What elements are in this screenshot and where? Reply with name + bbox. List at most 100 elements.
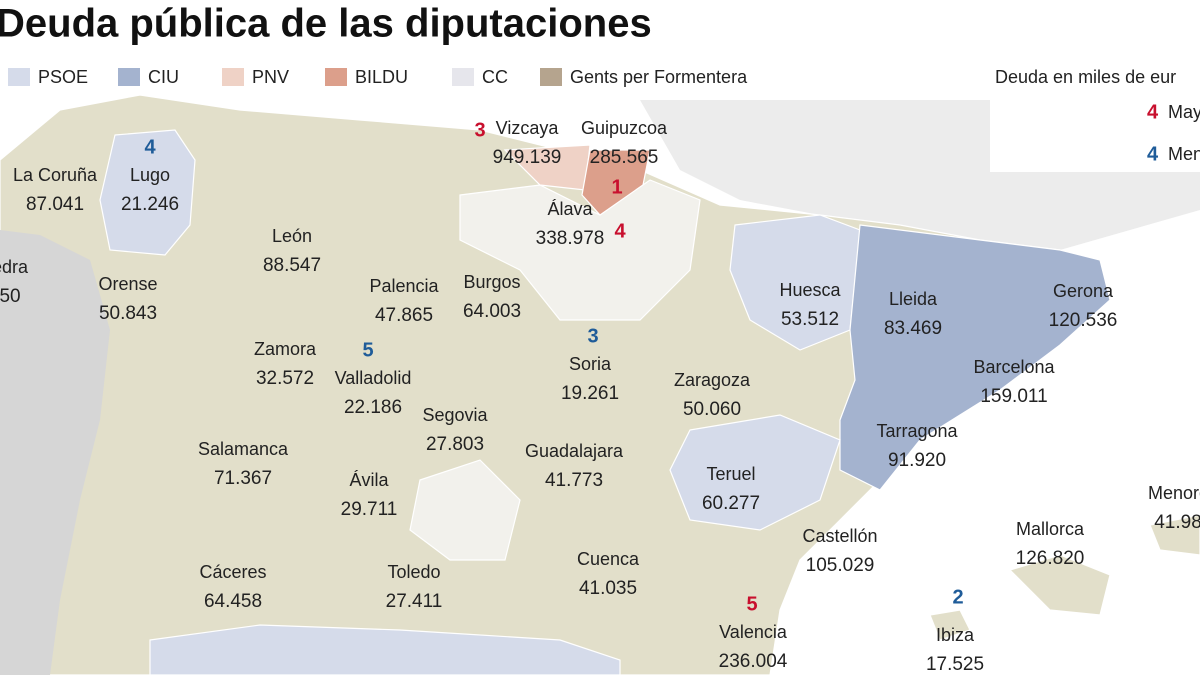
province-debt: 285.565	[590, 147, 659, 168]
south-region	[149, 624, 621, 675]
province-name: Ávila	[349, 470, 389, 490]
legend-label: CIU	[148, 67, 179, 87]
legend-label: CC	[482, 67, 508, 87]
legend-label: PNV	[252, 67, 289, 87]
madrid-region	[409, 459, 521, 561]
province-debt: 64.458	[204, 591, 262, 612]
legend-swatch	[540, 68, 562, 86]
province-name: Toledo	[387, 562, 440, 582]
province-name: Lugo	[130, 165, 170, 185]
province-debt: 126.820	[1016, 548, 1085, 569]
legend-label: BILDU	[355, 67, 408, 87]
province-name: León	[272, 226, 312, 246]
province-debt: 50	[0, 286, 21, 307]
province-debt: 53.512	[781, 309, 839, 330]
province-name: Salamanca	[198, 439, 289, 459]
province-rank: 5	[362, 339, 373, 361]
province-name: Ibiza	[936, 625, 975, 645]
province-debt: 27.411	[386, 591, 443, 612]
province-debt: 87.041	[26, 194, 84, 215]
province-name: Gerona	[1053, 281, 1114, 301]
province-debt: 50.060	[683, 399, 741, 420]
legend-label: Gents per Formentera	[570, 67, 748, 87]
province-name: Zaragoza	[674, 370, 751, 390]
province-name: Vizcaya	[496, 118, 560, 138]
province-name: La Coruña	[13, 165, 98, 185]
lugo-region	[99, 129, 196, 256]
catalonia-region	[839, 224, 1111, 491]
province-debt: 60.277	[702, 493, 760, 514]
province-name: Guadalajara	[525, 441, 624, 461]
province-debt: 19.261	[561, 383, 619, 404]
navarra-alava-region	[459, 179, 701, 321]
province-debt: 105.029	[806, 555, 875, 576]
province-debt: 338.978	[536, 228, 605, 249]
mallorca-island	[1008, 554, 1111, 616]
province-name: Cáceres	[199, 562, 266, 582]
province-name: Lleida	[889, 289, 938, 309]
province-rank: 2	[952, 586, 963, 608]
province-name: Teruel	[706, 464, 755, 484]
legend-swatch	[325, 68, 347, 86]
province-name: Castellón	[802, 526, 877, 546]
province-debt: 27.803	[426, 434, 484, 455]
province-name: Guipuzcoa	[581, 118, 668, 138]
province-debt: 949.139	[493, 147, 562, 168]
province-debt: 32.572	[256, 368, 314, 389]
portugal	[0, 230, 110, 675]
province-name: Segovia	[422, 405, 488, 425]
title: Deuda pública de las diputaciones	[0, 2, 652, 46]
province-debt: 159.011	[980, 386, 1047, 407]
teruel-region	[669, 414, 841, 531]
province-debt: 236.004	[719, 651, 788, 672]
province-debt: 22.186	[344, 397, 402, 418]
legend-swatch	[222, 68, 244, 86]
province-debt: 47.865	[375, 305, 433, 326]
province-rank: 4	[614, 220, 626, 242]
province-debt: 41.773	[545, 470, 603, 491]
province-debt: 17.525	[926, 654, 984, 675]
legend-swatch	[8, 68, 30, 86]
menorca-island	[1149, 514, 1200, 556]
province-name: Burgos	[463, 272, 520, 292]
province-name: edra	[0, 257, 29, 277]
province-rank: 3	[587, 325, 598, 347]
province-name: Álava	[547, 199, 593, 219]
province-rank: 5	[746, 593, 757, 615]
province-debt: 64.003	[463, 301, 521, 322]
province-debt: 41.035	[579, 578, 637, 599]
legend-swatch	[452, 68, 474, 86]
key-title: Deuda en miles de eur	[995, 67, 1176, 87]
province-debt: 50.843	[99, 303, 157, 324]
province-name: Menorc	[1148, 483, 1200, 503]
legend-label: PSOE	[38, 67, 88, 87]
legend-swatch	[118, 68, 140, 86]
province-name: Valladolid	[335, 368, 412, 388]
province-debt: 29.711	[341, 499, 398, 520]
province-name: Palencia	[369, 276, 439, 296]
province-name: Valencia	[719, 622, 788, 642]
province-rank: 4	[144, 136, 156, 158]
key-label: May	[1168, 102, 1200, 122]
province-debt: 91.920	[888, 450, 946, 471]
province-debt: 71.367	[214, 468, 272, 489]
province-name: Huesca	[779, 280, 841, 300]
labels: PSOE CIU PNV BILDU CC Gents per Formentera Deu…	[0, 62, 1200, 675]
ibiza-island	[929, 609, 971, 641]
key-bg	[990, 62, 1200, 172]
title-band	[0, 0, 1200, 55]
province-name: Cuenca	[577, 549, 640, 569]
province-name: Orense	[98, 274, 157, 294]
province-rank: 1	[611, 176, 622, 198]
province-rank: 3	[474, 119, 485, 141]
key-rank: 4	[1147, 101, 1159, 123]
province-name: Soria	[569, 354, 612, 374]
province-debt: 41.98	[1154, 512, 1200, 533]
province-name: Mallorca	[1016, 519, 1085, 539]
province-name: Barcelona	[973, 357, 1055, 377]
province-debt: 83.469	[884, 318, 942, 339]
province-debt: 21.246	[121, 194, 179, 215]
province-name: Tarragona	[876, 421, 958, 441]
province-debt: 88.547	[263, 255, 321, 276]
